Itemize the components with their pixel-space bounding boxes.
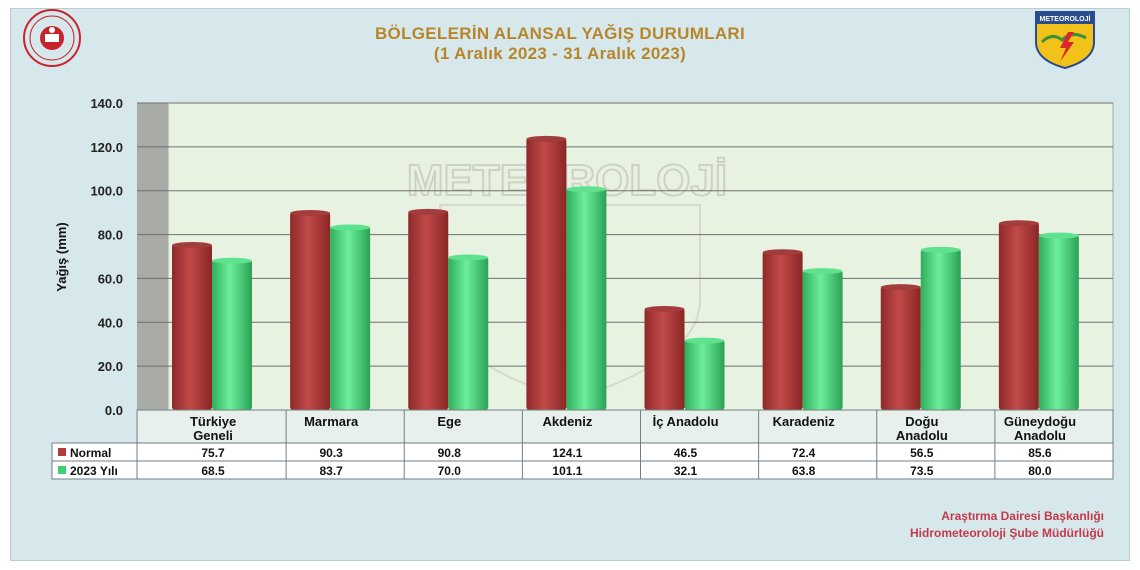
- bar-normal-top: [644, 306, 685, 313]
- bar-normal-top: [172, 242, 212, 249]
- table-value-2023: 83.7: [320, 464, 344, 478]
- chart-title: BÖLGELERİN ALANSAL YAĞIŞ DURUMLARI: [374, 24, 746, 43]
- bar-normal-top: [290, 209, 331, 216]
- bar-2023: [684, 339, 725, 410]
- bar-2023: [802, 270, 843, 410]
- bar-2023: [448, 256, 489, 410]
- table-value-2023: 68.5: [201, 464, 225, 478]
- y-tick-label: 20.0: [98, 359, 123, 374]
- table-value-normal: 75.7: [201, 446, 225, 460]
- category-label: İç Anadolu: [653, 414, 719, 429]
- bar-normal: [762, 251, 803, 410]
- bar-2023: [566, 188, 607, 410]
- bar-2023: [920, 248, 961, 410]
- table-value-2023: 101.1: [552, 464, 582, 478]
- table-header-row: [136, 409, 1114, 444]
- bar-2023-top: [330, 224, 371, 231]
- plot-side-wall: [137, 103, 168, 410]
- bar-normal-top: [526, 135, 567, 142]
- category-label: Karadeniz: [773, 414, 836, 429]
- legend-label-normal: Normal: [70, 446, 111, 460]
- bar-2023-top: [920, 246, 961, 253]
- bar-2023: [1038, 234, 1079, 410]
- category-label: Doğu: [905, 414, 938, 429]
- table-value-normal: 72.4: [792, 446, 816, 460]
- bar-2023-top: [212, 257, 252, 264]
- bar-2023-top: [566, 186, 607, 193]
- table-value-normal: 85.6: [1028, 446, 1052, 460]
- table-value-normal: 90.8: [438, 446, 462, 460]
- table-row-2023: [51, 460, 1114, 480]
- table-value-2023: 32.1: [674, 464, 698, 478]
- bar-2023: [330, 226, 371, 410]
- table-value-normal: 46.5: [674, 446, 698, 460]
- bar-normal: [526, 137, 567, 410]
- y-axis-label: Yağış (mm): [54, 222, 69, 291]
- bar-normal-top: [998, 220, 1039, 227]
- category-label: Ege: [437, 414, 461, 429]
- bar-normal-top: [880, 284, 921, 291]
- table-value-2023: 70.0: [438, 464, 462, 478]
- table-value-normal: 124.1: [552, 446, 582, 460]
- meteoroloji-logo-icon: METEOROLOJİ: [1035, 11, 1095, 70]
- credit-line-2: Hidrometeoroloji Şube Müdürlüğü: [910, 526, 1104, 540]
- bar-2023-top: [448, 254, 489, 261]
- table-value-2023: 73.5: [910, 464, 934, 478]
- y-tick-label: 0.0: [105, 403, 123, 418]
- bar-2023: [212, 259, 252, 410]
- table-value-normal: 90.3: [320, 446, 344, 460]
- y-tick-label: 80.0: [98, 228, 123, 243]
- legend-key-normal: [58, 448, 66, 456]
- legend-key-2023: [58, 466, 66, 474]
- bar-normal-top: [408, 208, 449, 215]
- y-tick-label: 60.0: [98, 271, 123, 286]
- bar-normal: [998, 222, 1039, 410]
- bar-normal: [408, 210, 449, 410]
- y-tick-label: 140.0: [90, 96, 123, 111]
- y-tick-label: 100.0: [90, 184, 123, 199]
- ministry-emblem-icon: [23, 9, 81, 67]
- category-label: Geneli: [193, 428, 233, 443]
- bar-normal-top: [762, 249, 803, 256]
- bar-normal: [172, 244, 212, 410]
- table-value-normal: 56.5: [910, 446, 934, 460]
- bar-2023-top: [1038, 232, 1079, 239]
- bar-normal: [290, 211, 331, 410]
- category-label: Marmara: [304, 414, 359, 429]
- category-label: Akdeniz: [543, 414, 593, 429]
- category-label: Güneydoğu: [1004, 414, 1076, 429]
- y-tick-label: 120.0: [90, 140, 123, 155]
- bar-2023-top: [802, 268, 843, 275]
- legend-label-2023: 2023 Yılı: [70, 464, 118, 478]
- category-label: Türkiye: [190, 414, 236, 429]
- bar-2023-top: [684, 337, 725, 344]
- bar-normal: [644, 308, 685, 410]
- bar-normal: [880, 286, 921, 410]
- table-value-2023: 80.0: [1028, 464, 1052, 478]
- chart-subtitle: (1 Aralık 2023 - 31 Aralık 2023): [433, 44, 687, 63]
- table-value-2023: 63.8: [792, 464, 816, 478]
- y-tick-label: 40.0: [98, 315, 123, 330]
- credit-line-1: Araştırma Dairesi Başkanlığı: [941, 509, 1104, 523]
- right-logo-text: METEOROLOJİ: [1040, 15, 1091, 23]
- category-label: Anadolu: [1014, 428, 1066, 443]
- category-label: Anadolu: [896, 428, 948, 443]
